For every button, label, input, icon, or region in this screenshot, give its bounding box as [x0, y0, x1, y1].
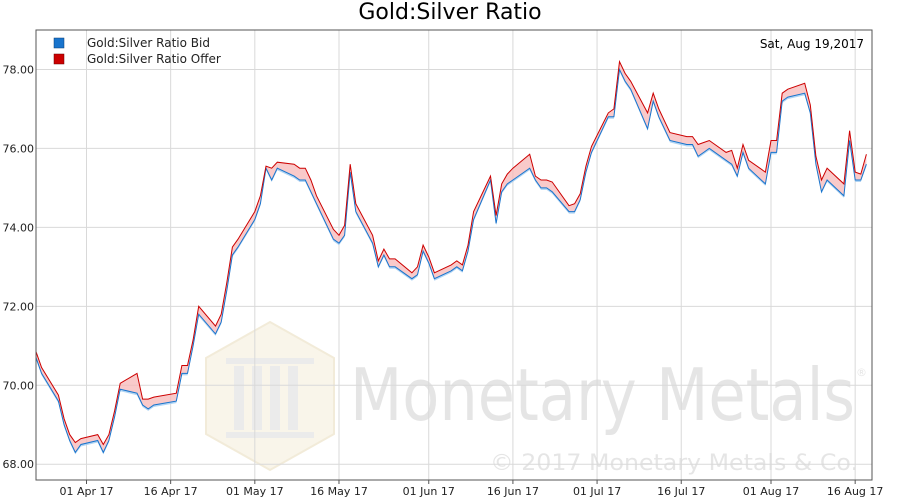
- legend-swatch-bid: [53, 37, 65, 49]
- legend-label-offer: Gold:Silver Ratio Offer: [87, 52, 221, 66]
- watermark: Monetary Metals ® © 2017 Monetary Metals…: [205, 320, 867, 476]
- watermark-registered: ®: [856, 366, 867, 379]
- x-tick-label: 16 Jun 17: [487, 485, 539, 498]
- plot-frame: [35, 29, 873, 481]
- watermark-copyright: © 2017 Monetary Metals & Co.: [490, 451, 858, 476]
- x-tick-label: 16 Aug 17: [827, 485, 883, 498]
- x-tick-label: 01 Apr 17: [59, 485, 113, 498]
- y-tick-label: 72.00: [3, 300, 35, 313]
- grid: [36, 30, 872, 480]
- legend-swatch-offer: [53, 53, 65, 65]
- series-lines: [35, 59, 867, 454]
- y-tick-label: 70.00: [3, 379, 35, 392]
- x-tick-label: 16 Jul 17: [657, 485, 705, 498]
- y-tick-label: 74.00: [3, 221, 35, 234]
- series-line-offer: [35, 59, 867, 446]
- watermark-brand: Monetary Metals: [350, 353, 855, 437]
- x-tick-label: 01 May 17: [226, 485, 284, 498]
- legend-label-bid: Gold:Silver Ratio Bid: [87, 36, 210, 50]
- x-tick-label: 01 Aug 17: [743, 485, 799, 498]
- x-tick-label: 16 May 17: [310, 485, 368, 498]
- y-tick-label: 78.00: [3, 63, 35, 76]
- series-line-bid: [35, 67, 867, 454]
- x-tick-label: 01 Jun 17: [403, 485, 455, 498]
- y-tick-label: 76.00: [3, 142, 35, 155]
- axes: 68.00 70.00 72.00 74.00 76.00 78.00 01 Apr 17 1…: [3, 63, 884, 498]
- x-tick-label: 16 Apr 17: [144, 485, 198, 498]
- chart-date: Sat, Aug 19,2017: [760, 37, 864, 51]
- x-tick-label: 01 Jul 17: [573, 485, 621, 498]
- watermark-logo-icon: [205, 320, 335, 472]
- legend: Gold:Silver Ratio Bid Gold:Silver Ratio …: [53, 36, 221, 66]
- y-tick-label: 68.00: [3, 458, 35, 471]
- chart-title: Gold:Silver Ratio: [358, 0, 541, 25]
